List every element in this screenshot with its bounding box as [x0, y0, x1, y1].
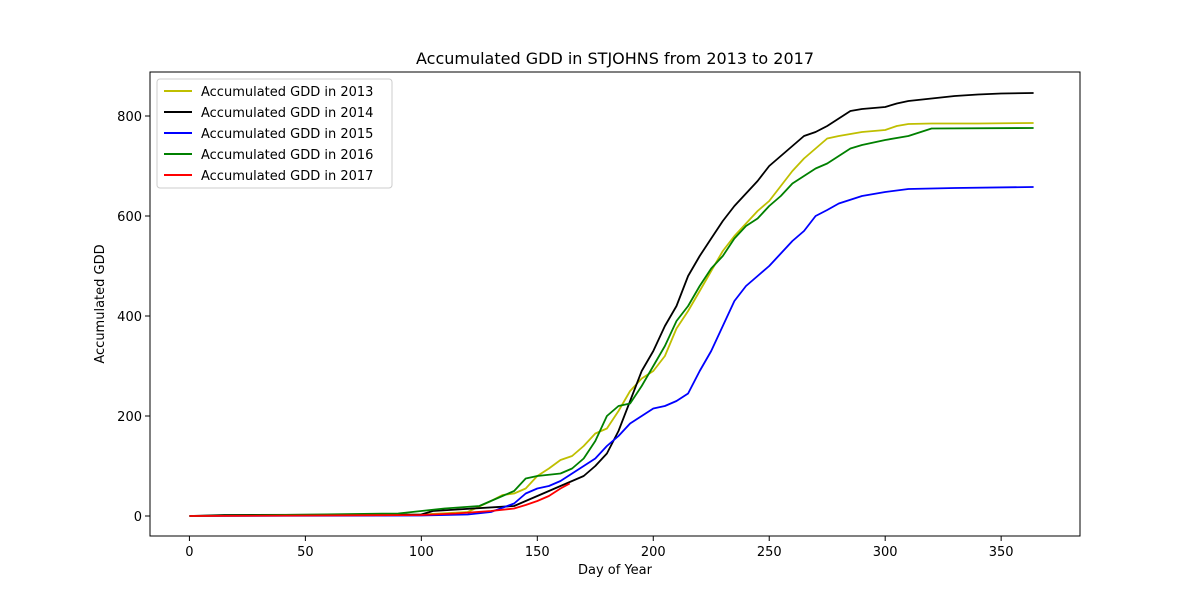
legend-box	[156, 78, 393, 189]
legend-label-1: Accumulated GDD in 2014	[201, 106, 373, 121]
x-tick-label-4: 200	[641, 545, 666, 560]
x-tick-label-0: 0	[185, 545, 193, 560]
series-line-1	[189, 92, 1034, 517]
x-axis-ticks: 0 50 100 150 200 250 300 350	[185, 536, 1014, 560]
series-line-0	[189, 122, 1034, 517]
chart-title: Accumulated GDD in STJOHNS from 2013 to …	[416, 49, 814, 68]
x-tick-label-3: 150	[525, 545, 550, 560]
x-tick-label-2: 100	[409, 545, 434, 560]
legend-label-3: Accumulated GDD in 2016	[201, 148, 373, 163]
series-line-2	[189, 186, 1034, 517]
x-axis-label: Day of Year	[578, 563, 653, 578]
y-tick-label-4: 800	[117, 110, 142, 125]
series-line-3	[189, 127, 1034, 517]
y-axis-label: Accumulated GDD	[93, 244, 108, 363]
legend-label-4: Accumulated GDD in 2017	[201, 169, 373, 184]
legend-label-0: Accumulated GDD in 2013	[201, 85, 373, 100]
y-tick-label-2: 400	[117, 310, 142, 325]
x-tick-label-7: 350	[989, 545, 1014, 560]
series-line-4	[189, 482, 571, 517]
series-layer	[189, 92, 1034, 517]
x-tick-label-1: 50	[297, 545, 314, 560]
x-tick-label-5: 250	[757, 545, 782, 560]
y-tick-label-3: 600	[117, 210, 142, 225]
y-axis-ticks: 0 200 400 600 800	[117, 110, 150, 525]
legend-label-2: Accumulated GDD in 2015	[201, 127, 373, 142]
y-tick-label-1: 200	[117, 410, 142, 425]
legend: Accumulated GDD in 2013 Accumulated GDD i…	[156, 78, 393, 189]
y-tick-label-0: 0	[134, 510, 142, 525]
x-tick-label-6: 300	[873, 545, 898, 560]
plot-frame	[149, 71, 1081, 537]
